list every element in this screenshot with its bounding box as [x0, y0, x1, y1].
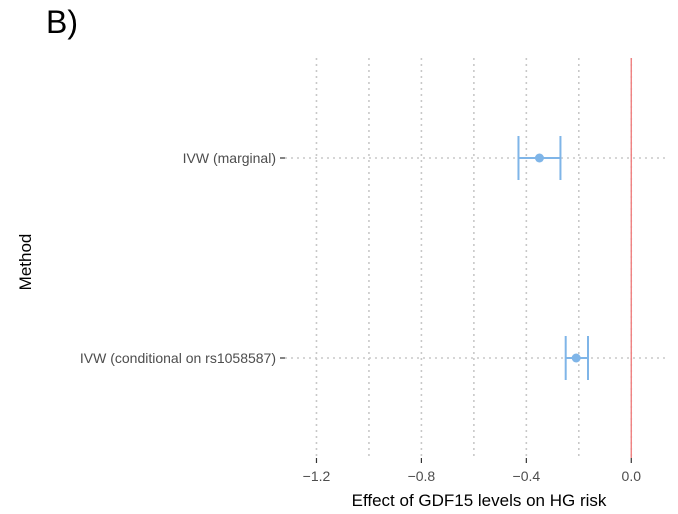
y-axis-title: Method: [16, 234, 35, 291]
x-tick-label: −1.2: [303, 468, 331, 484]
estimate-layer: [517, 136, 589, 380]
x-tick-label: −0.4: [513, 468, 541, 484]
y-tick-label: IVW (marginal): [183, 150, 276, 166]
x-tick-label: −0.8: [408, 468, 436, 484]
axis-layer: IVW (marginal) IVW (conditional on rs1058…: [80, 150, 641, 484]
y-tick-label: IVW (conditional on rs1058587): [80, 350, 276, 366]
grid-layer: [285, 58, 668, 458]
panel-label: B): [46, 4, 78, 40]
x-tick-label: 0.0: [622, 468, 642, 484]
x-axis-title: Effect of GDF15 levels on HG risk: [352, 491, 607, 510]
point-estimate: [571, 353, 581, 363]
point-estimate: [534, 153, 544, 163]
